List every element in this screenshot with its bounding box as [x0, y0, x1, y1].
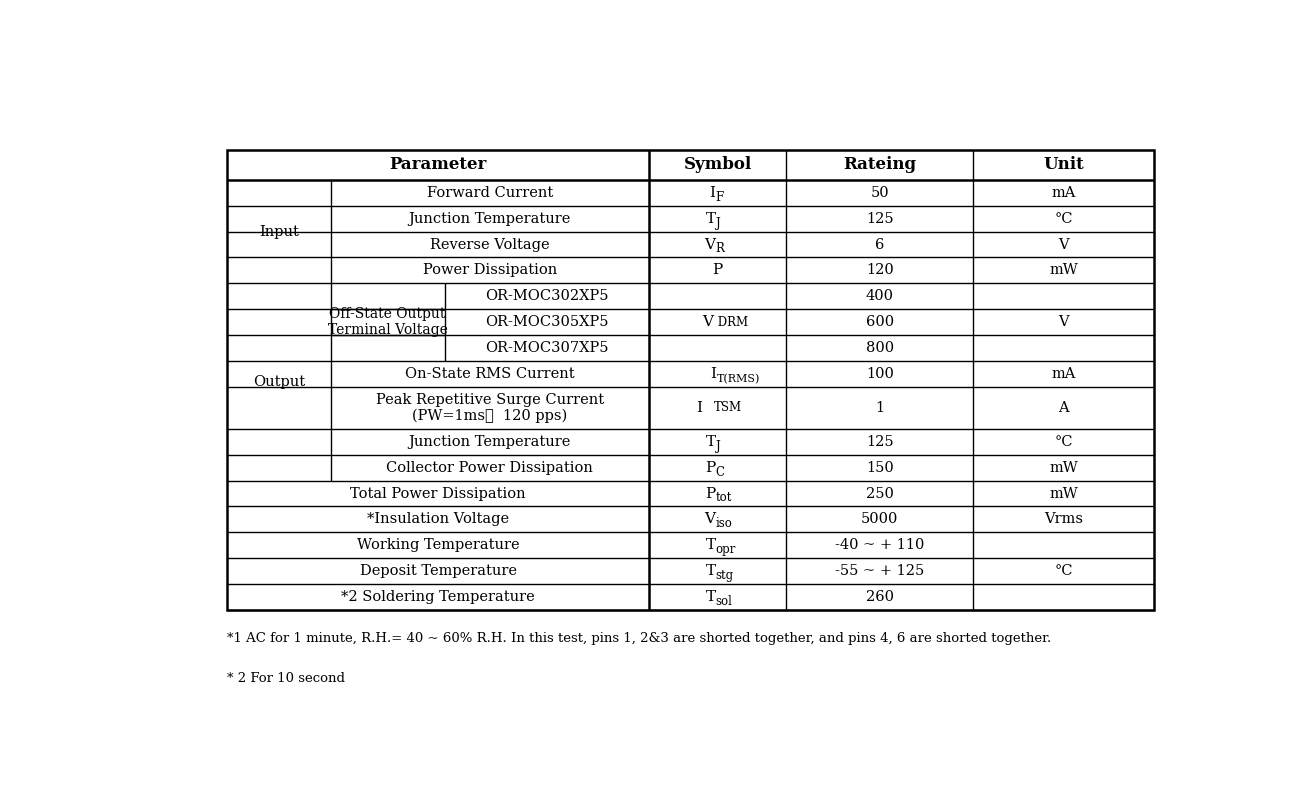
- Text: Output: Output: [254, 375, 305, 389]
- Text: I: I: [711, 367, 716, 381]
- Text: P: P: [706, 486, 716, 500]
- Text: T(RMS): T(RMS): [716, 374, 759, 384]
- Text: T: T: [706, 538, 716, 553]
- Text: V: V: [704, 512, 716, 527]
- Text: 120: 120: [866, 263, 894, 277]
- Text: Symbol: Symbol: [683, 156, 752, 173]
- Text: °C: °C: [1054, 564, 1074, 579]
- Text: T: T: [706, 212, 716, 225]
- Text: Forward Current: Forward Current: [427, 186, 553, 200]
- Text: 1: 1: [875, 401, 884, 415]
- Text: 5000: 5000: [861, 512, 899, 527]
- Text: mW: mW: [1050, 263, 1077, 277]
- Text: Deposit Temperature: Deposit Temperature: [360, 564, 516, 579]
- Text: 800: 800: [866, 341, 894, 356]
- Text: 50: 50: [870, 186, 890, 200]
- Text: TSM: TSM: [714, 402, 742, 415]
- Text: Peak Repetitive Surge Current
(PW=1ms，  120 pps): Peak Repetitive Surge Current (PW=1ms， 1…: [376, 393, 604, 423]
- Text: V: V: [704, 238, 716, 251]
- Text: *2 Soldering Temperature: *2 Soldering Temperature: [342, 591, 535, 604]
- Text: I: I: [710, 186, 716, 200]
- Text: Input: Input: [259, 225, 300, 238]
- Text: R: R: [716, 242, 724, 255]
- Text: V: V: [1058, 315, 1070, 330]
- Text: mW: mW: [1050, 486, 1077, 500]
- Text: °C: °C: [1054, 435, 1074, 448]
- Text: Off-State Output
Terminal Voltage: Off-State Output Terminal Voltage: [327, 307, 448, 338]
- Text: P: P: [712, 263, 723, 277]
- Text: 600: 600: [866, 315, 894, 330]
- Text: mA: mA: [1051, 186, 1076, 200]
- Text: DRM: DRM: [714, 316, 748, 329]
- Text: J: J: [716, 217, 720, 229]
- Bar: [227, 149, 1154, 610]
- Text: OR-MOC307XP5: OR-MOC307XP5: [485, 341, 608, 356]
- Text: Rateing: Rateing: [844, 156, 916, 173]
- Text: Total Power Dissipation: Total Power Dissipation: [351, 486, 526, 500]
- Text: 125: 125: [866, 212, 894, 225]
- Text: 150: 150: [866, 461, 894, 474]
- Text: C: C: [716, 465, 724, 478]
- Text: T: T: [706, 591, 716, 604]
- Text: Parameter: Parameter: [389, 156, 487, 173]
- Text: Working Temperature: Working Temperature: [357, 538, 519, 553]
- Text: V: V: [1058, 238, 1070, 251]
- Text: Power Dissipation: Power Dissipation: [423, 263, 557, 277]
- Text: Vrms: Vrms: [1045, 512, 1083, 527]
- Text: -40 ~ + 110: -40 ~ + 110: [836, 538, 925, 553]
- Text: 6: 6: [875, 238, 884, 251]
- Text: 100: 100: [866, 367, 894, 381]
- Text: P: P: [706, 461, 716, 474]
- Text: T: T: [706, 564, 716, 579]
- Text: Collector Power Dissipation: Collector Power Dissipation: [386, 461, 594, 474]
- Text: 250: 250: [866, 486, 894, 500]
- Text: Unit: Unit: [1043, 156, 1084, 173]
- Text: mA: mA: [1051, 367, 1076, 381]
- Text: mW: mW: [1050, 461, 1077, 474]
- Text: sol: sol: [716, 595, 732, 608]
- Text: iso: iso: [716, 517, 732, 530]
- Text: stg: stg: [716, 570, 733, 583]
- Text: Junction Temperature: Junction Temperature: [409, 435, 572, 448]
- Text: F: F: [716, 191, 724, 204]
- Text: On-State RMS Current: On-State RMS Current: [405, 367, 574, 381]
- Text: * 2 For 10 second: * 2 For 10 second: [227, 672, 346, 685]
- Text: 260: 260: [866, 591, 894, 604]
- Text: Reverse Voltage: Reverse Voltage: [430, 238, 549, 251]
- Text: J: J: [716, 440, 720, 452]
- Text: *1 AC for 1 minute, R.H.= 40 ~ 60% R.H. In this test, pins 1, 2&3 are shorted to: *1 AC for 1 minute, R.H.= 40 ~ 60% R.H. …: [227, 632, 1051, 645]
- Text: -55 ~ + 125: -55 ~ + 125: [836, 564, 925, 579]
- Text: tot: tot: [716, 491, 732, 504]
- Text: T: T: [706, 435, 716, 448]
- Text: OR-MOC302XP5: OR-MOC302XP5: [485, 289, 608, 303]
- Text: opr: opr: [716, 543, 736, 557]
- Text: *Insulation Voltage: *Insulation Voltage: [367, 512, 510, 527]
- Text: 125: 125: [866, 435, 894, 448]
- Text: I: I: [696, 401, 702, 415]
- Text: °C: °C: [1054, 212, 1074, 225]
- Text: V: V: [703, 315, 714, 330]
- Text: Junction Temperature: Junction Temperature: [409, 212, 572, 225]
- Text: 400: 400: [866, 289, 894, 303]
- Text: OR-MOC305XP5: OR-MOC305XP5: [485, 315, 608, 330]
- Text: A: A: [1058, 401, 1070, 415]
